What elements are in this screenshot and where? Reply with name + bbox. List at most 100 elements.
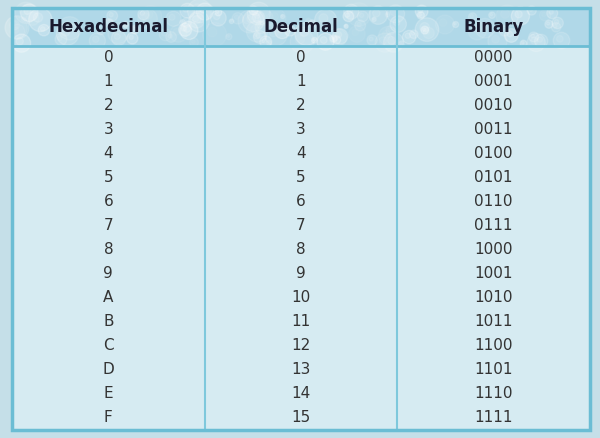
Circle shape — [247, 2, 270, 25]
Circle shape — [13, 34, 31, 52]
Circle shape — [200, 7, 206, 13]
Circle shape — [320, 37, 327, 43]
Circle shape — [529, 8, 533, 11]
Text: 4: 4 — [104, 146, 113, 162]
Circle shape — [373, 18, 374, 20]
Circle shape — [193, 15, 201, 24]
Text: 0011: 0011 — [475, 123, 513, 138]
Circle shape — [262, 39, 267, 43]
Circle shape — [313, 39, 315, 41]
Circle shape — [20, 4, 38, 21]
Text: 1001: 1001 — [475, 266, 513, 282]
Circle shape — [343, 11, 354, 21]
Circle shape — [26, 12, 39, 25]
Circle shape — [415, 18, 439, 42]
Circle shape — [247, 14, 256, 23]
Circle shape — [260, 36, 272, 48]
Circle shape — [131, 25, 139, 34]
Circle shape — [133, 27, 136, 31]
Circle shape — [179, 23, 192, 36]
Circle shape — [345, 13, 350, 18]
Circle shape — [499, 26, 509, 36]
Circle shape — [314, 9, 337, 32]
Circle shape — [329, 29, 347, 46]
Circle shape — [63, 21, 72, 31]
Circle shape — [419, 13, 422, 16]
Circle shape — [112, 31, 126, 46]
Circle shape — [520, 40, 527, 47]
Circle shape — [9, 21, 18, 30]
Circle shape — [253, 31, 266, 43]
Circle shape — [410, 30, 418, 39]
Text: F: F — [104, 410, 113, 425]
Circle shape — [386, 5, 404, 23]
Text: 7: 7 — [104, 219, 113, 233]
Circle shape — [230, 20, 232, 22]
Text: 1110: 1110 — [475, 386, 513, 402]
Circle shape — [56, 23, 79, 45]
Text: 12: 12 — [292, 339, 311, 353]
Text: 4: 4 — [296, 146, 306, 162]
Circle shape — [192, 4, 202, 13]
Circle shape — [557, 35, 563, 42]
Circle shape — [547, 22, 550, 25]
Circle shape — [347, 3, 371, 26]
Circle shape — [180, 21, 198, 39]
Text: 1000: 1000 — [475, 243, 513, 258]
Text: 0101: 0101 — [475, 170, 513, 186]
Circle shape — [502, 28, 505, 32]
Text: 5: 5 — [104, 170, 113, 186]
Circle shape — [278, 27, 284, 33]
Circle shape — [479, 22, 487, 30]
Circle shape — [305, 18, 311, 25]
Circle shape — [423, 28, 434, 39]
Circle shape — [29, 8, 52, 32]
Text: 1010: 1010 — [475, 290, 513, 305]
Circle shape — [535, 34, 548, 48]
Circle shape — [247, 21, 268, 42]
Text: Binary: Binary — [464, 18, 524, 36]
Circle shape — [107, 11, 118, 21]
Circle shape — [138, 9, 157, 28]
Circle shape — [184, 20, 188, 23]
Circle shape — [309, 20, 316, 26]
Circle shape — [140, 11, 145, 15]
Circle shape — [268, 41, 269, 43]
Text: 9: 9 — [103, 266, 113, 282]
Text: Decimal: Decimal — [263, 18, 338, 36]
Circle shape — [249, 6, 258, 15]
Circle shape — [181, 21, 183, 23]
Circle shape — [170, 25, 187, 42]
Circle shape — [469, 13, 476, 21]
Circle shape — [269, 28, 278, 37]
Circle shape — [211, 10, 226, 26]
Text: B: B — [103, 314, 113, 329]
Circle shape — [332, 36, 341, 44]
Circle shape — [106, 21, 110, 24]
Circle shape — [168, 34, 172, 38]
Circle shape — [372, 17, 376, 21]
Circle shape — [242, 14, 252, 24]
Circle shape — [284, 25, 295, 36]
Circle shape — [275, 24, 290, 39]
Text: 2: 2 — [296, 99, 306, 113]
Circle shape — [256, 33, 261, 39]
Circle shape — [347, 7, 353, 13]
Text: 1: 1 — [104, 74, 113, 89]
Circle shape — [545, 20, 553, 28]
Circle shape — [127, 33, 138, 44]
Circle shape — [436, 15, 454, 34]
Circle shape — [454, 23, 456, 25]
Circle shape — [216, 11, 219, 13]
Circle shape — [334, 37, 338, 41]
Circle shape — [166, 32, 176, 42]
Circle shape — [190, 13, 205, 28]
Circle shape — [418, 7, 423, 13]
Circle shape — [531, 37, 538, 44]
Circle shape — [527, 6, 536, 15]
Circle shape — [251, 8, 254, 11]
Circle shape — [92, 36, 99, 42]
Circle shape — [331, 36, 334, 39]
Circle shape — [142, 13, 149, 21]
Circle shape — [22, 18, 25, 21]
